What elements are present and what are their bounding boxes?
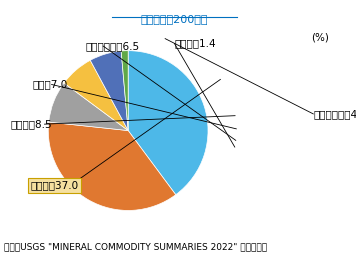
Text: その他、1.4: その他、1.4	[174, 38, 216, 49]
Text: 南アフリカ、40.0: 南アフリカ、40.0	[313, 109, 356, 119]
Wedge shape	[90, 51, 128, 131]
Text: 資料：USGS "MINERAL COMMODITY SUMMARIES 2022" から作成。: 資料：USGS "MINERAL COMMODITY SUMMARIES 202…	[4, 242, 267, 251]
Wedge shape	[128, 51, 208, 195]
Wedge shape	[121, 51, 128, 131]
Text: ジンバブエ、6.5: ジンバブエ、6.5	[85, 41, 140, 51]
Text: 米国、7.0: 米国、7.0	[32, 79, 67, 90]
Wedge shape	[64, 60, 128, 131]
Wedge shape	[49, 83, 128, 131]
Text: 世界全体：200トン: 世界全体：200トン	[141, 14, 208, 24]
Text: ロシア、37.0: ロシア、37.0	[30, 180, 78, 191]
Text: カナダ、8.5: カナダ、8.5	[11, 119, 52, 129]
Text: (%): (%)	[312, 32, 329, 42]
Wedge shape	[48, 122, 176, 210]
